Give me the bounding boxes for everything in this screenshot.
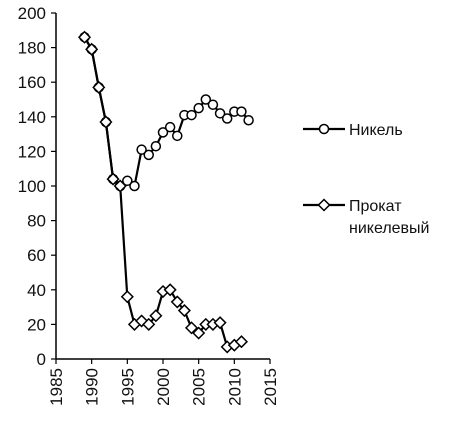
series-1-point bbox=[207, 99, 219, 110]
series-2-point bbox=[234, 335, 249, 349]
series-2-point bbox=[99, 115, 113, 129]
series-1 bbox=[79, 31, 254, 192]
y-tick-label: 140 bbox=[18, 108, 46, 127]
series-2-line bbox=[83, 36, 242, 349]
series-2 bbox=[77, 30, 249, 354]
y-tick-label: 20 bbox=[27, 315, 46, 334]
series-2-point bbox=[113, 179, 127, 193]
y-tick-label: 0 bbox=[37, 350, 46, 369]
legend: Никель Прокат никелевый bbox=[303, 122, 430, 237]
series-layer bbox=[77, 30, 254, 354]
legend-marker bbox=[317, 198, 331, 212]
legend-item-2: Прокат никелевый bbox=[303, 198, 430, 237]
legend-label: Никель bbox=[349, 122, 403, 139]
series-1-point bbox=[143, 149, 154, 161]
series-1-point bbox=[243, 115, 254, 126]
series-2-point bbox=[213, 316, 227, 330]
x-tick-label: 1990 bbox=[83, 368, 102, 406]
axes: 0 20 40 60 80 100 120 140 160 180 200 1985 1990 1995 2… bbox=[18, 4, 280, 406]
legend-label: никелевый bbox=[349, 220, 430, 237]
x-tick-label: 2005 bbox=[190, 368, 209, 406]
series-1-point bbox=[186, 109, 197, 121]
y-tick-label: 160 bbox=[18, 73, 46, 92]
series-2-point bbox=[192, 326, 206, 340]
series-1-point bbox=[136, 144, 147, 155]
series-2-point bbox=[163, 283, 177, 297]
series-2-point bbox=[77, 30, 92, 44]
legend-item-1: Никель bbox=[303, 122, 403, 139]
y-tick-label: 60 bbox=[27, 246, 46, 265]
series-2-point bbox=[92, 80, 106, 94]
series-1-point bbox=[200, 94, 212, 105]
series-2-point bbox=[177, 303, 191, 318]
series-1-point bbox=[214, 108, 226, 119]
x-tick-label: 1985 bbox=[47, 368, 66, 406]
series-1-point bbox=[164, 121, 176, 133]
series-2-point bbox=[142, 317, 156, 331]
y-tick-label: 120 bbox=[18, 142, 46, 161]
series-2-point bbox=[120, 290, 134, 304]
series-2-point bbox=[184, 321, 199, 335]
series-2-point bbox=[149, 309, 163, 323]
y-tick-label: 100 bbox=[18, 177, 46, 196]
series-1-point bbox=[193, 102, 204, 114]
series-1-point bbox=[157, 127, 169, 138]
legend-label: Прокат bbox=[349, 198, 402, 215]
x-tick-label: 2010 bbox=[225, 368, 244, 406]
x-tick-label: 2000 bbox=[154, 368, 173, 406]
series-2-point bbox=[106, 172, 120, 186]
series-1-point bbox=[129, 180, 140, 192]
series-2-point bbox=[85, 42, 99, 56]
series-2-point bbox=[170, 295, 184, 309]
y-tick-label: 40 bbox=[27, 281, 46, 300]
x-tick-label: 2015 bbox=[261, 368, 280, 406]
series-1-point bbox=[221, 113, 233, 124]
series-1-point bbox=[236, 106, 247, 117]
series-1-point bbox=[172, 130, 183, 142]
x-tick-label: 1995 bbox=[118, 368, 137, 406]
legend-marker bbox=[318, 123, 330, 135]
y-tick-label: 200 bbox=[18, 4, 46, 23]
series-1-point bbox=[150, 140, 162, 152]
series-1-point bbox=[122, 175, 133, 187]
y-tick-label: 80 bbox=[27, 212, 46, 231]
y-tick-label: 180 bbox=[18, 39, 46, 58]
